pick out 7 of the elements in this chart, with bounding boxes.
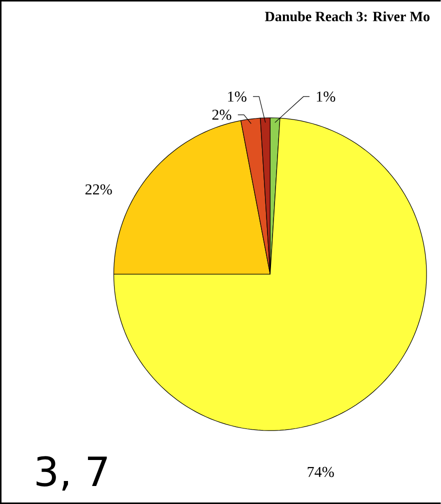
chart-title: Danube Reach 3: River Mo: [264, 11, 430, 22]
data-label: 1%: [228, 92, 246, 102]
data-label: 2%: [212, 110, 232, 120]
text: 3, 7: [36, 456, 107, 491]
data-label: 74%: [308, 466, 334, 478]
data-label: 22%: [85, 184, 112, 195]
data-label: 1%: [316, 92, 335, 102]
